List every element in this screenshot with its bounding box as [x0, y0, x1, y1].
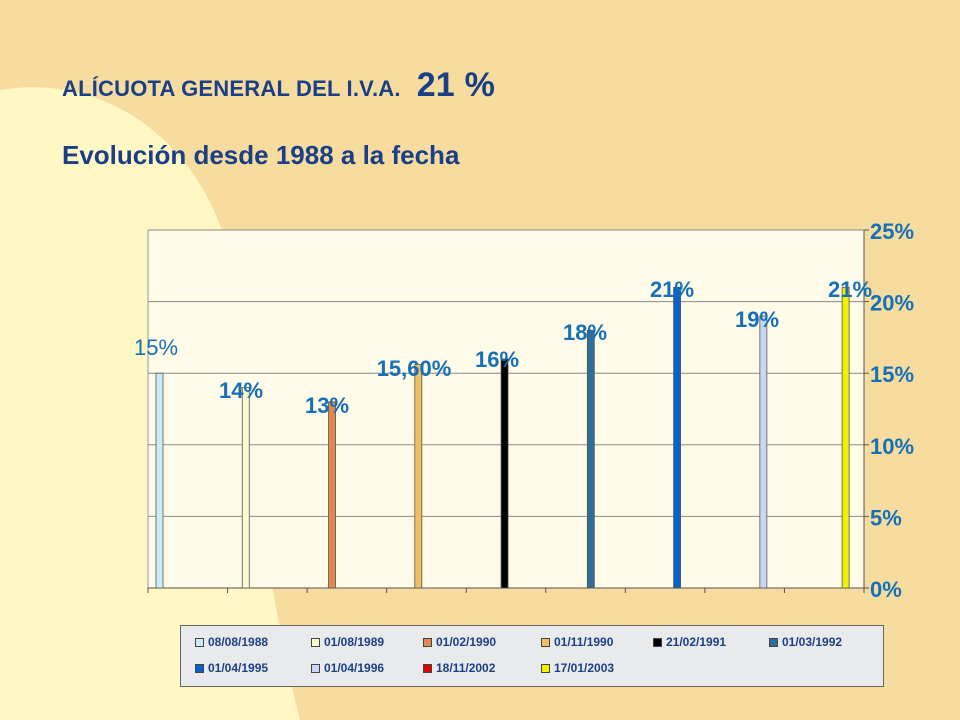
legend-label: 21/02/1991 — [666, 635, 727, 649]
plot-area: 0% 5% 10% 15% 20% 25% 15% 14% 13% 15,60% 16% 18% 21%… — [134, 219, 914, 602]
legend-label: 18/11/2002 — [436, 661, 496, 675]
legend-label: 01/04/1996 — [324, 661, 385, 675]
legend-label: 17/01/2003 — [554, 661, 615, 675]
legend-label: 01/04/1995 — [208, 661, 269, 675]
legend-item: 01/08/1989 — [311, 632, 384, 652]
data-label: 13% — [305, 393, 349, 418]
legend-item: 21/02/1991 — [653, 632, 726, 652]
legend-swatch — [311, 637, 320, 647]
legend-item: 01/03/1992 — [769, 632, 842, 652]
legend-item: 01/04/1996 — [311, 658, 384, 678]
bar — [759, 315, 768, 589]
slide-subtitle: Evolución desde 1988 a la fecha — [62, 140, 460, 170]
bar — [414, 364, 423, 589]
y-tick-label: 5% — [870, 505, 902, 530]
y-tick-label: 20% — [870, 291, 914, 316]
bar — [328, 401, 336, 589]
data-label: 15% — [134, 335, 178, 360]
bar — [673, 286, 681, 589]
legend-swatch — [653, 637, 662, 647]
bar — [155, 372, 164, 589]
legend-swatch — [195, 637, 204, 647]
legend-label: 01/02/1990 — [436, 635, 497, 649]
y-tick-label: 15% — [870, 362, 914, 387]
legend-item: 18/11/2002 — [423, 658, 495, 678]
legend-swatch — [541, 663, 550, 673]
legend-swatch — [423, 663, 432, 673]
data-label: 19% — [735, 307, 779, 332]
bar — [241, 387, 250, 589]
data-label: 21% — [828, 277, 872, 302]
bar — [586, 329, 595, 589]
data-label: 15,60% — [377, 356, 452, 381]
y-tick-label: 25% — [870, 219, 914, 244]
legend-label: 01/08/1989 — [324, 635, 385, 649]
legend-swatch — [769, 637, 778, 647]
legend-item: 08/08/1988 — [195, 632, 268, 652]
legend-label: 01/03/1992 — [782, 635, 843, 649]
legend-swatch — [195, 663, 204, 673]
legend-swatch — [311, 663, 320, 673]
y-tick-label: 10% — [870, 434, 914, 459]
bar — [841, 286, 850, 589]
legend-item: 17/01/2003 — [541, 658, 614, 678]
chart-legend: 08/08/1988 01/08/1989 01/02/1990 01/11/1990… — [180, 625, 884, 687]
legend-label: 08/08/1988 — [208, 635, 269, 649]
slide-title: ALÍCUOTA GENERAL DEL I.V.A. 21 % — [62, 66, 495, 105]
legend-swatch — [423, 637, 432, 647]
legend-label: 01/11/1990 — [554, 635, 614, 649]
data-label: 14% — [219, 378, 263, 403]
y-tick-label: 0% — [870, 577, 902, 602]
title-rate: 21 % — [416, 66, 495, 104]
data-label: 18% — [563, 320, 607, 345]
bar — [500, 358, 509, 589]
title-text: ALÍCUOTA GENERAL DEL I.V.A. — [62, 76, 401, 101]
legend-swatch — [541, 637, 550, 647]
legend-item: 01/11/1990 — [541, 632, 613, 652]
legend-item: 01/04/1995 — [195, 658, 268, 678]
data-label: 16% — [475, 347, 519, 372]
legend-item: 01/02/1990 — [423, 632, 496, 652]
data-label: 21% — [650, 277, 694, 302]
